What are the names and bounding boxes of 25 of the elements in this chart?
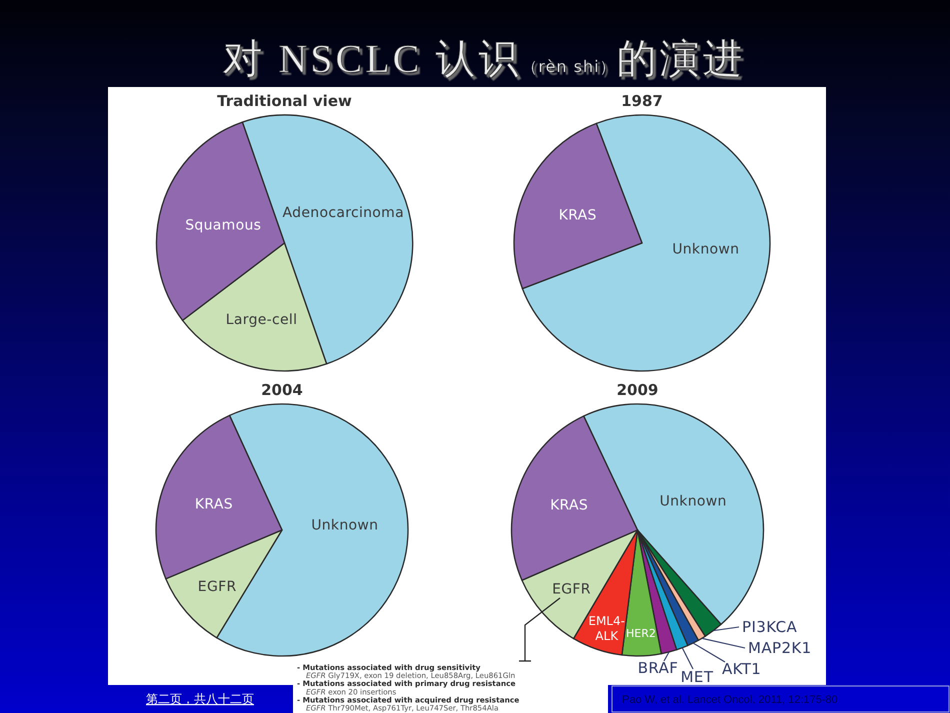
slice-label: Adenocarcinoma (282, 204, 404, 221)
chart-title: 1987 (621, 92, 663, 110)
slice-label: AKT1 (722, 660, 762, 678)
chart-title: 2004 (261, 381, 303, 399)
slice-label: PI3KCA (742, 618, 798, 636)
slice-label: Squamous (185, 218, 262, 234)
slice-label: Unknown (672, 242, 740, 258)
slice-label: KRAS (558, 207, 597, 224)
slice-label: KRAS (194, 496, 233, 512)
text: Pao W, et al. Lancet Oncol, 2011, 12:175-80 (622, 694, 838, 706)
slice-label: Unknown (311, 518, 378, 534)
chart-title: Traditional view (217, 92, 352, 110)
slice-label: EGFR (198, 579, 236, 596)
slice-label: KRAS (550, 497, 588, 514)
slice-label: MAP2K1 (748, 639, 812, 657)
slice-label: Unknown (660, 493, 727, 510)
chart-title: 2009 (616, 381, 658, 399)
text: 第二页，共八十二页 (146, 692, 254, 706)
slice-label: BRAF (638, 659, 678, 677)
slice-label: EML4-ALK (588, 614, 625, 643)
text: 对 NSCLC 认识（rèn shi）的演进 (222, 36, 746, 81)
slice-label: HER2 (626, 627, 656, 640)
slice-label: Large-cell (226, 312, 298, 328)
slice-label: MET (680, 668, 714, 686)
slice-label: EGFR (552, 581, 591, 598)
